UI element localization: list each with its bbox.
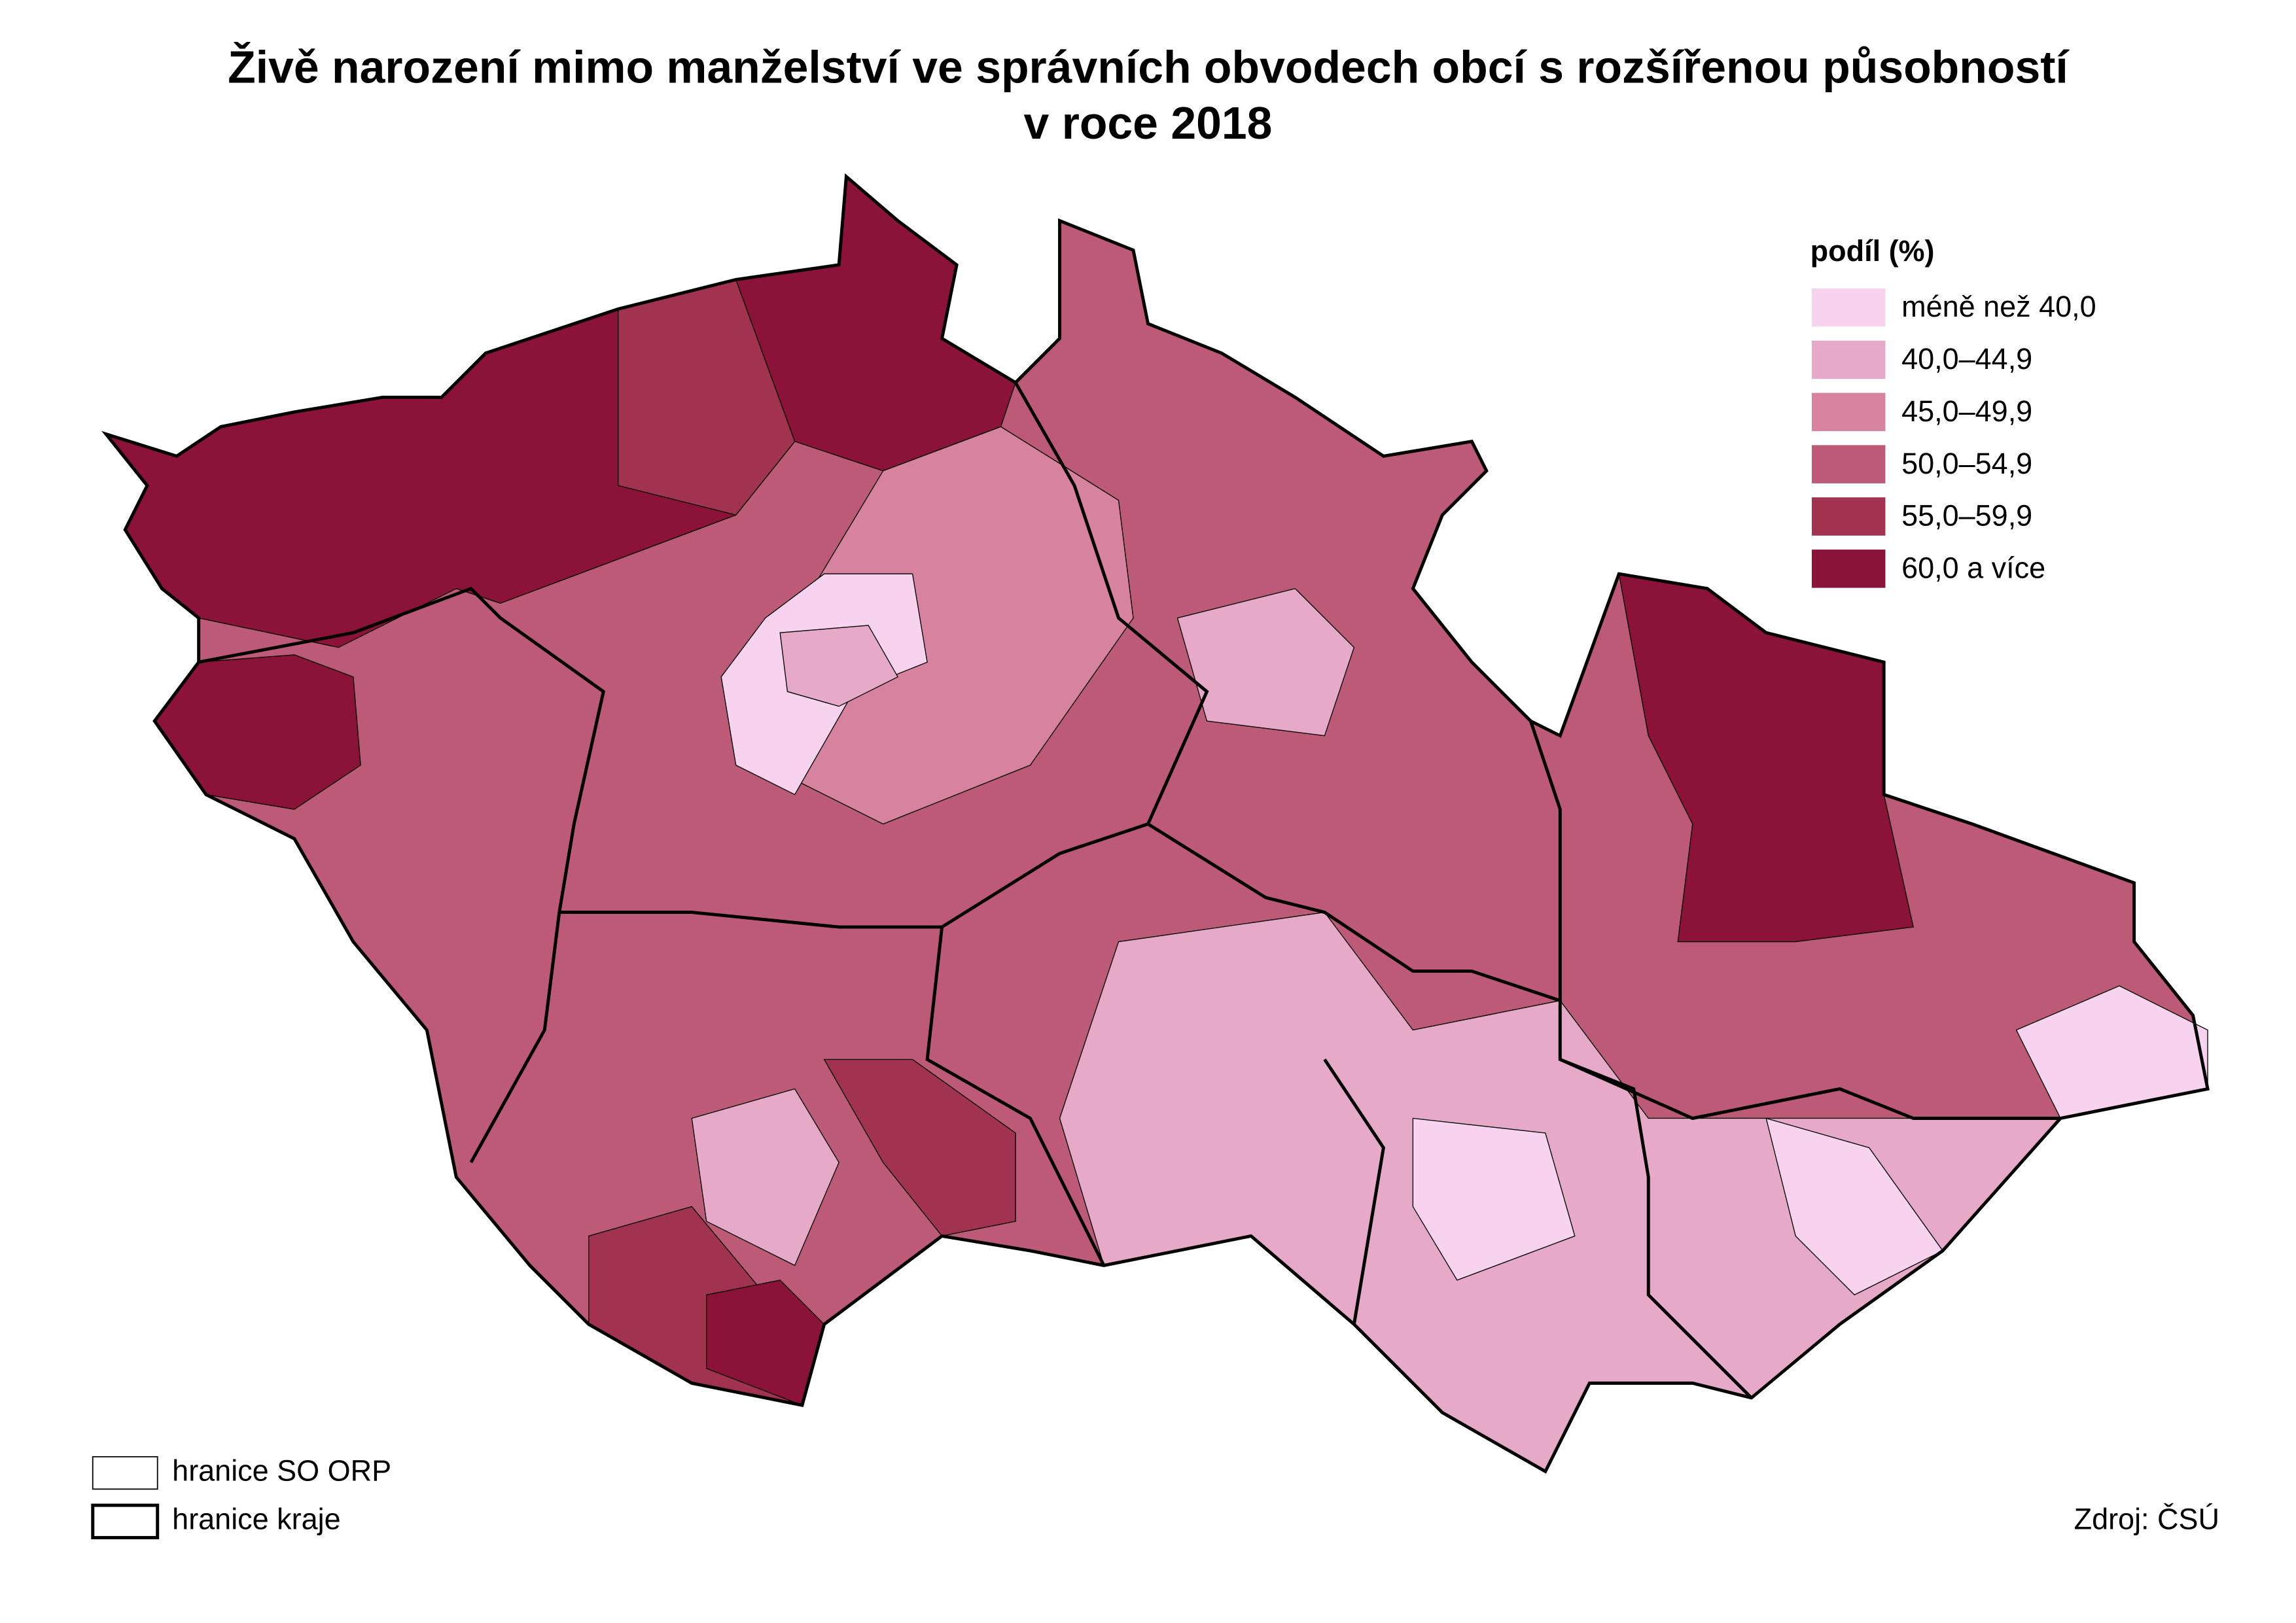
kraj-border: [1323, 1058, 1385, 1325]
legend-label: 60,0 a více: [1901, 551, 2045, 584]
border-legend-label: hranice kraje: [172, 1503, 340, 1536]
legend-swatch: [1811, 550, 1886, 588]
legend-label: 55,0–59,9: [1901, 499, 2032, 532]
region: [779, 625, 899, 707]
region: [1412, 1117, 1576, 1281]
region: [2015, 985, 2208, 1119]
legend-label: 40,0–44,9: [1901, 342, 2032, 375]
kraj-border: [1147, 720, 1562, 1003]
map-regions: [105, 175, 2208, 1473]
legend-label: 45,0–49,9: [1901, 394, 2032, 428]
region: [691, 1088, 839, 1266]
border-swatch: [92, 1456, 158, 1490]
legend-swatch: [1811, 497, 1886, 536]
kraj-border: [1558, 1000, 1753, 1399]
legend: méně než 40,0 40,0–44,9 45,0–49,9 50,0–54,9…: [1811, 288, 2096, 588]
border-legend-label: hranice SO ORP: [172, 1454, 391, 1487]
legend-swatch: [1811, 393, 1886, 432]
source: Zdroj: ČSÚ: [2074, 1503, 2219, 1536]
legend-swatch: [1811, 445, 1886, 483]
kraj-border: [925, 926, 1106, 1266]
legend-label: méně než 40,0: [1901, 290, 2096, 323]
legend-swatch: [1811, 288, 1886, 327]
legend-title: podíl (%): [1810, 234, 1935, 268]
kraj-borders: [101, 173, 2210, 1474]
kraj-border: [198, 586, 606, 1164]
kraj-border: [559, 381, 1209, 929]
region: [1765, 1117, 1944, 1296]
kraj-border: [1559, 1058, 2061, 1121]
region: [823, 1058, 1016, 1237]
title-line: v roce 2018: [1024, 97, 1273, 148]
legend-swatch: [1811, 340, 1886, 379]
legend-label: 50,0–54,9: [1901, 447, 2032, 480]
border-swatch: [91, 1503, 160, 1540]
country-border: [101, 173, 2210, 1474]
title-line: Živě narození mimo manželství ve správní…: [228, 41, 2070, 92]
